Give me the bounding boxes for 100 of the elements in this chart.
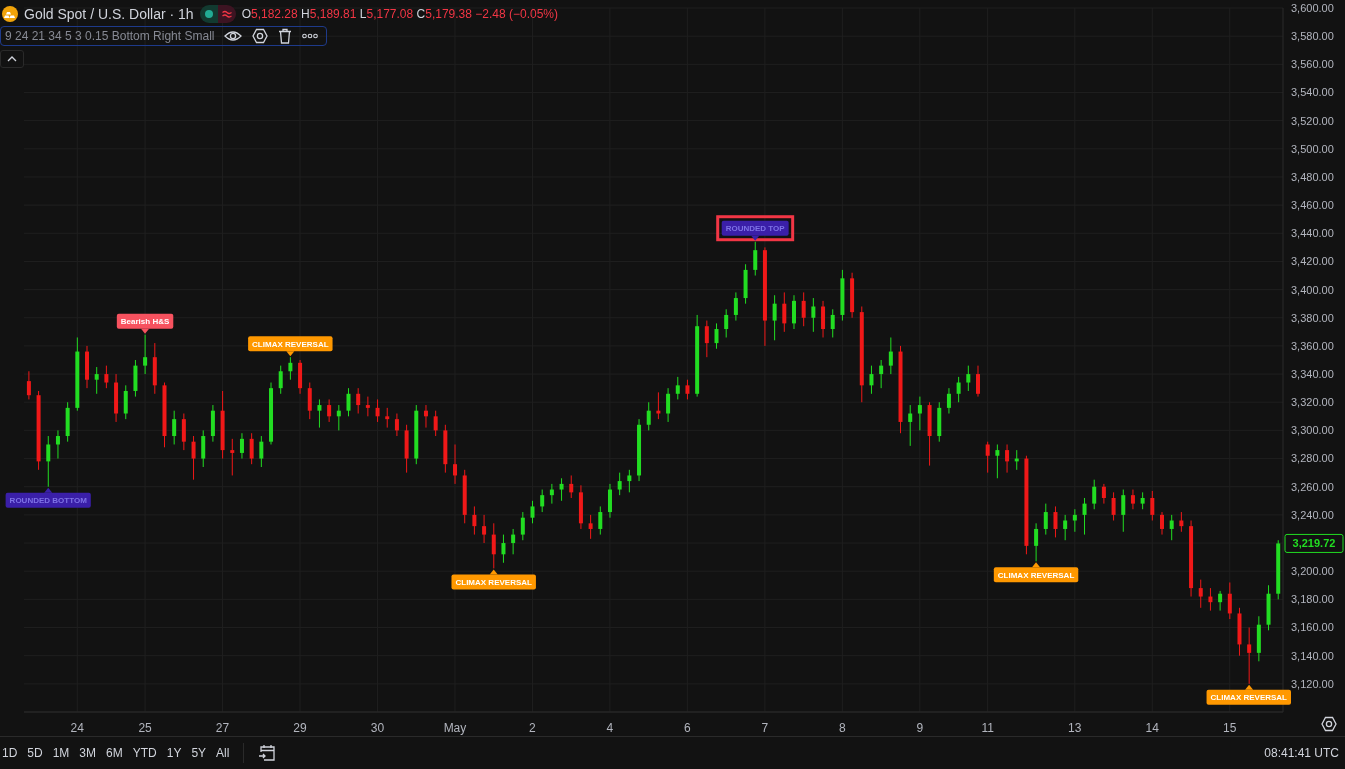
candlestick (94, 366, 99, 395)
candlestick (394, 413, 399, 437)
candlestick (453, 443, 458, 485)
candlestick (588, 514, 593, 540)
candlestick (733, 291, 738, 322)
candlestick (753, 241, 758, 277)
candlestick (976, 365, 980, 398)
x-tick-label: 7 (761, 721, 769, 735)
candlestick (385, 407, 390, 429)
annotation: CLIMAX REVERSAL (997, 570, 1075, 580)
candlestick (143, 334, 148, 375)
candlestick (685, 379, 690, 400)
candlestick (1150, 490, 1155, 522)
candlestick (327, 398, 332, 423)
candlestick (1198, 579, 1203, 609)
candlestick (830, 308, 835, 338)
candlestick (782, 291, 787, 333)
candlestick (259, 435, 264, 468)
candlestick (1072, 508, 1077, 533)
candlestick (1160, 511, 1165, 536)
x-tick-label: 9 (916, 721, 924, 735)
candlestick (1227, 581, 1232, 620)
annotation: ROUNDED TOP (725, 224, 786, 234)
y-tick-label: 3,120.00 (1291, 677, 1334, 690)
candlestick (230, 438, 235, 476)
candlestick (365, 396, 370, 417)
annotation: CLIMAX REVERSAL (455, 577, 533, 587)
candlestick (1082, 497, 1087, 536)
y-tick-label: 3,420.00 (1291, 255, 1334, 268)
candlestick (1111, 491, 1116, 522)
candlestick (482, 514, 487, 544)
candlestick (239, 432, 244, 460)
candlestick (511, 528, 516, 555)
y-tick-label: 3,340.00 (1291, 367, 1334, 380)
y-tick-label: 3,560.00 (1291, 58, 1334, 71)
toolbar: 1D 5D 1M 3M 6M YTD 1Y 5Y All 08:41:41 UTC (0, 736, 1345, 769)
candlestick (724, 308, 729, 338)
candlestick (966, 365, 971, 392)
candlestick (46, 435, 51, 488)
x-tick-label: May (443, 721, 467, 735)
y-tick-label: 3,580.00 (1291, 30, 1334, 43)
x-tick-label: 13 (1068, 721, 1082, 735)
candlestick (249, 432, 254, 465)
candlestick (201, 429, 206, 468)
candlestick (791, 294, 796, 330)
candlestick (1053, 505, 1058, 538)
y-tick-label: 3,300.00 (1291, 424, 1334, 437)
candlestick (520, 511, 525, 541)
annotation: CLIMAX REVERSAL (1210, 693, 1288, 703)
candlestick (869, 365, 874, 395)
candlestick (675, 376, 680, 400)
candlestick (946, 387, 951, 414)
candlestick (491, 522, 496, 569)
candlestick (908, 404, 913, 447)
candlestick (1247, 627, 1252, 685)
x-tick-label: 30 (370, 721, 385, 735)
y-tick-label: 3,480.00 (1291, 170, 1334, 183)
y-tick-label: 3,600.00 (1291, 1, 1334, 14)
candlestick (191, 435, 196, 481)
x-tick-label: 27 (215, 721, 230, 735)
candlestick (1101, 483, 1106, 505)
candlestick (646, 401, 651, 431)
candlestick (356, 387, 361, 414)
y-tick-label: 3,440.00 (1291, 227, 1334, 240)
candlestick (375, 398, 380, 423)
y-tick-label: 3,360.00 (1291, 339, 1334, 352)
chart-title: Gold Spot / U.S. Dollar · 1h (24, 6, 194, 22)
y-tick-label: 3,500.00 (1291, 142, 1334, 155)
x-tick-label: 11 (981, 721, 995, 735)
candlestick (1092, 479, 1097, 510)
candlestick (1043, 503, 1048, 536)
y-tick-label: 3,540.00 (1291, 86, 1334, 99)
candlestick (307, 382, 312, 420)
candlestick (1034, 522, 1039, 562)
candlestick (627, 469, 632, 493)
candlestick (801, 291, 806, 327)
candlestick (26, 370, 31, 400)
candlestick (123, 384, 128, 420)
candlestick (607, 483, 612, 519)
y-tick-label: 3,240.00 (1291, 508, 1334, 521)
x-tick-label: 6 (684, 721, 692, 735)
y-tick-label: 3,180.00 (1291, 593, 1334, 606)
y-tick-label: 3,460.00 (1291, 199, 1334, 212)
x-tick-label: 25 (138, 721, 153, 735)
x-tick-label: 4 (606, 721, 614, 735)
candlestick (346, 387, 351, 417)
candlestick (433, 410, 438, 437)
candlestick (917, 396, 922, 431)
annotation: 9 24 21 34 5 3 0.15 Bottom Right Small (5, 29, 215, 43)
candlestick (1169, 514, 1174, 541)
annotation: ROUNDED BOTTOM (9, 496, 88, 506)
text: O5,182.28 H5,189.81 L5,177.08 C5,179.38 −2.48 (−0.05%) (241, 7, 559, 21)
candlestick (1063, 514, 1068, 541)
x-tick-label: 24 (70, 721, 85, 735)
y-tick-label: 3,280.00 (1291, 452, 1334, 465)
y-tick-label: 3,160.00 (1291, 621, 1334, 634)
candlestick (278, 365, 283, 395)
candlestick (530, 500, 535, 524)
candlestick (666, 387, 671, 423)
y-tick-label: 3,200.00 (1291, 565, 1334, 578)
